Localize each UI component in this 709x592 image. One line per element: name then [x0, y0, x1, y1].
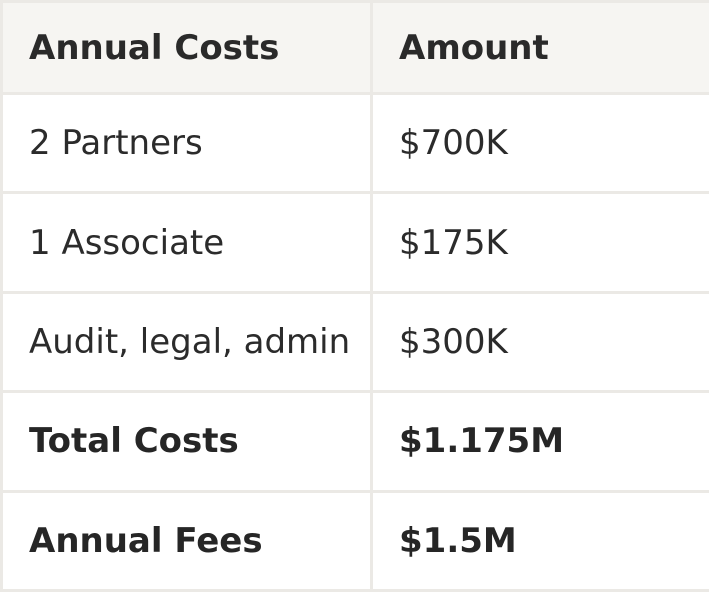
table-body: 2 Partners $700K 1 Associate $175K Audit… — [0, 91, 709, 592]
table-row-associate: 1 Associate $175K — [0, 191, 709, 294]
row-amount: $300K — [370, 290, 709, 394]
header-amount: Amount — [370, 0, 709, 95]
table-row-annual-fees: Annual Fees $1.5M — [0, 489, 709, 592]
row-label: Audit, legal, admin — [0, 290, 373, 394]
row-label: 2 Partners — [0, 91, 373, 195]
table-row-partners: 2 Partners $700K — [0, 91, 709, 195]
row-label: Total Costs — [0, 390, 373, 493]
header-row: Annual Costs Amount — [0, 0, 709, 95]
row-amount: $1.5M — [370, 489, 709, 592]
row-amount: $1.175M — [370, 390, 709, 493]
row-amount: $700K — [370, 91, 709, 195]
table-row-total-costs: Total Costs $1.175M — [0, 390, 709, 493]
row-label: Annual Fees — [0, 489, 373, 592]
header-annual-costs: Annual Costs — [0, 0, 373, 95]
row-label: 1 Associate — [0, 191, 373, 294]
table-row-audit-legal-admin: Audit, legal, admin $300K — [0, 290, 709, 394]
row-amount: $175K — [370, 191, 709, 294]
table-header: Annual Costs Amount — [0, 0, 709, 95]
